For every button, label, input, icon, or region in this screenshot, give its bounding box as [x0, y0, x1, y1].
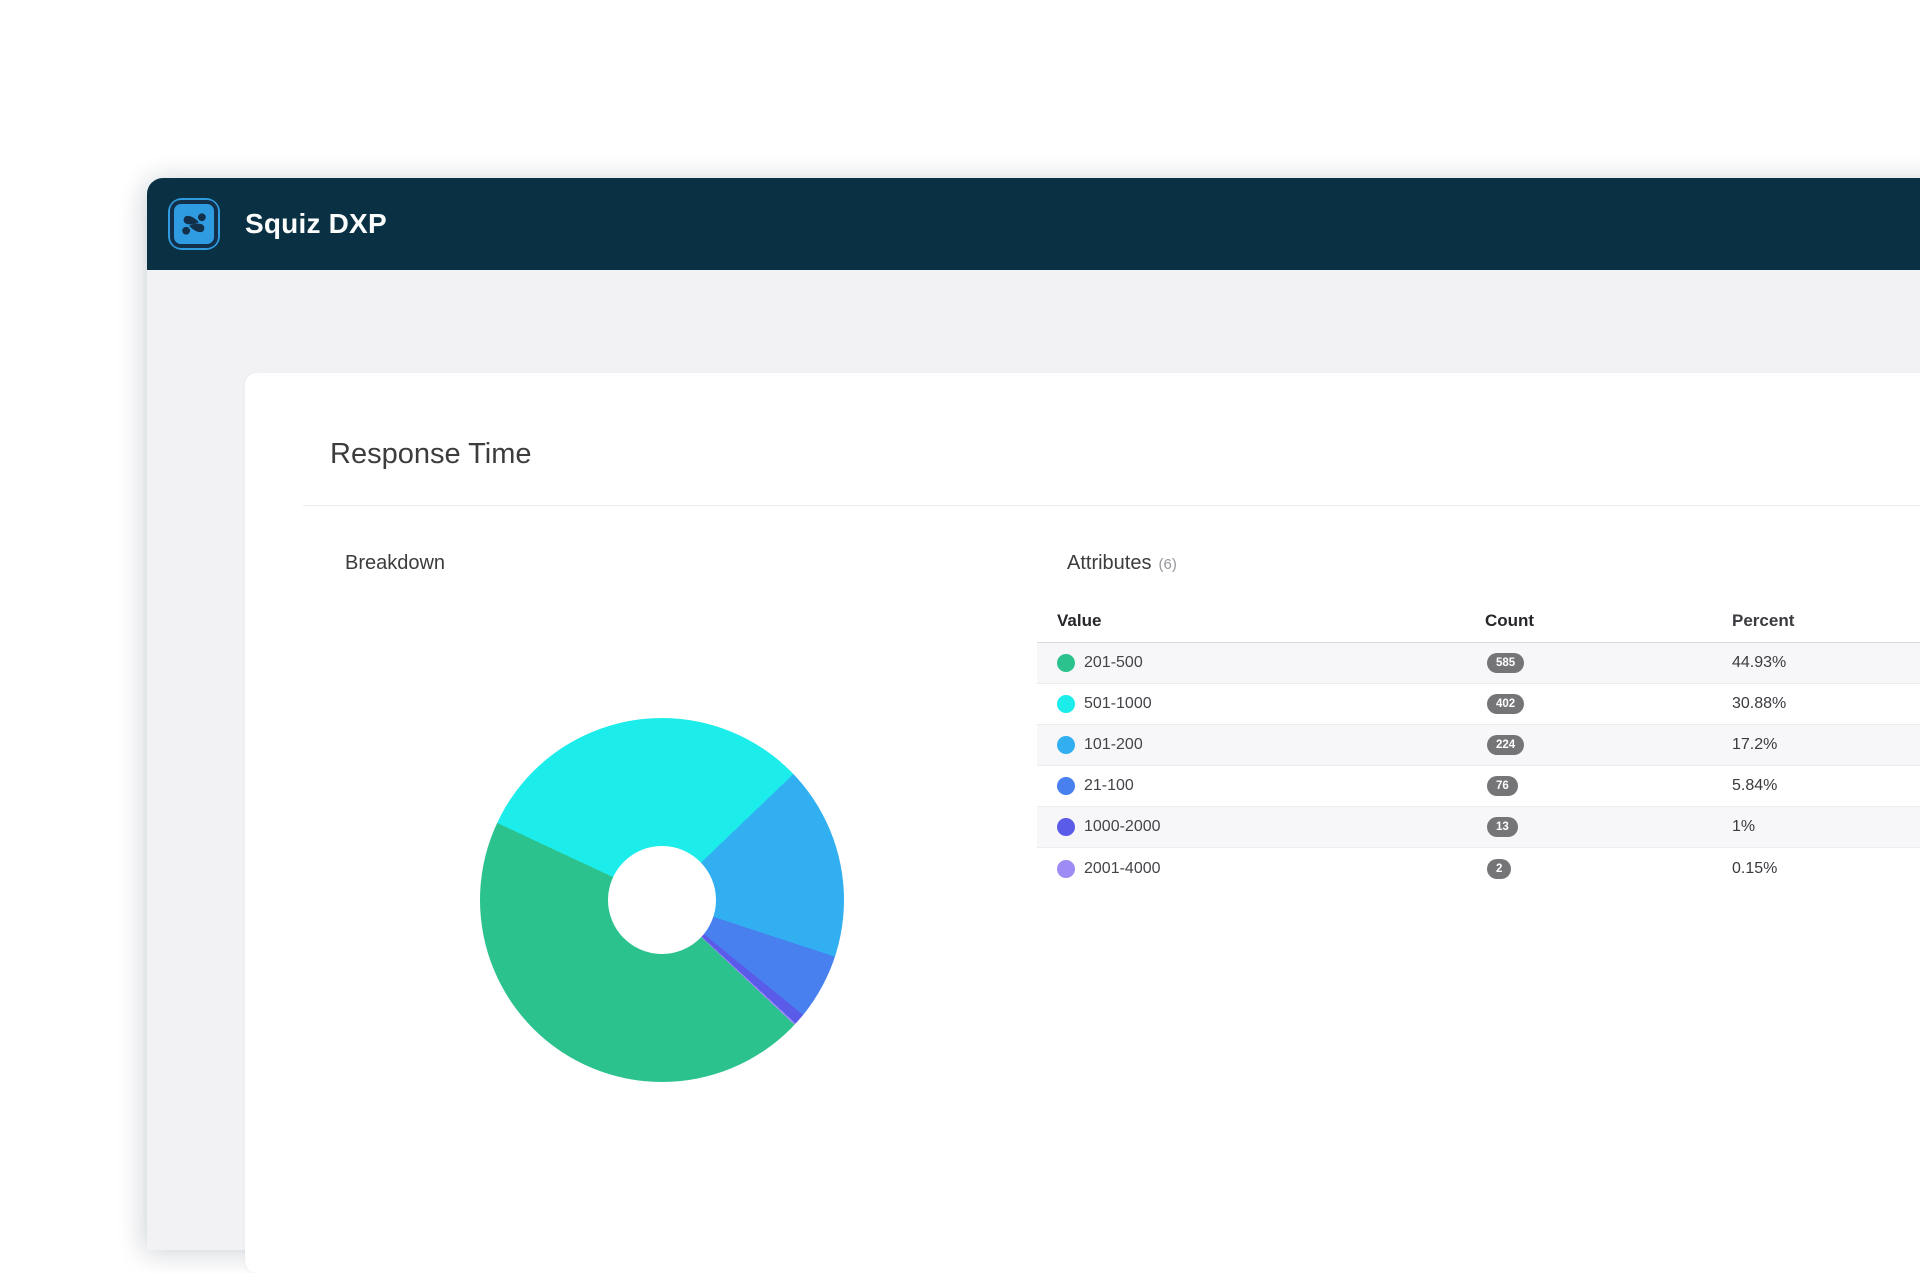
table-body: 201-500 585 44.93% 501-1000 402 30.88% 1… [1037, 643, 1920, 889]
percent-cell: 0.15% [1732, 859, 1778, 877]
attributes-table: Value Count Percent 201-500 585 44.93% 5… [1037, 600, 1920, 889]
breakdown-section-label: Breakdown [345, 551, 445, 575]
squiz-logo-icon [182, 213, 206, 235]
series-color-dot [1057, 654, 1075, 672]
value-cell: 21-100 [1037, 777, 1485, 795]
squiz-logo [168, 198, 220, 250]
donut-hole [608, 846, 716, 954]
count-cell: 76 [1485, 776, 1732, 796]
value-label: 101-200 [1084, 736, 1143, 753]
value-label: 2001-4000 [1084, 859, 1161, 877]
attributes-section-label: Attributes (6) [1067, 551, 1177, 577]
count-badge: 76 [1487, 776, 1518, 796]
value-label: 201-500 [1084, 654, 1143, 671]
page-title: Response Time [330, 438, 532, 470]
table-row: 2001-4000 2 0.15% [1037, 848, 1920, 889]
percent-cell: 5.84% [1732, 777, 1778, 794]
count-badge: 402 [1487, 694, 1525, 714]
value-cell: 101-200 [1037, 736, 1485, 754]
value-cell: 501-1000 [1037, 695, 1485, 713]
value-cell: 201-500 [1037, 654, 1485, 672]
count-badge: 585 [1487, 653, 1525, 673]
app-window: Squiz DXP Response Time Breakdown Attrib… [147, 178, 1920, 1273]
attributes-label-text: Attributes [1067, 552, 1152, 574]
count-cell: 13 [1485, 817, 1732, 837]
series-color-dot [1057, 777, 1075, 795]
value-label: 501-1000 [1084, 695, 1152, 712]
count-badge: 13 [1487, 817, 1518, 837]
series-color-dot [1057, 859, 1075, 878]
column-header-value: Value [1057, 611, 1102, 630]
percent-cell: 30.88% [1732, 695, 1787, 712]
count-cell: 585 [1485, 653, 1732, 673]
table-row: 1000-2000 13 1% [1037, 807, 1920, 848]
value-label: 21-100 [1084, 777, 1134, 794]
percent-cell: 1% [1732, 818, 1756, 835]
table-row: 501-1000 402 30.88% [1037, 684, 1920, 725]
table-row: 101-200 224 17.2% [1037, 725, 1920, 766]
count-badge: 2 [1487, 858, 1512, 879]
table-header-row: Value Count Percent [1037, 600, 1920, 643]
series-color-dot [1057, 736, 1075, 754]
count-badge: 224 [1487, 735, 1525, 755]
value-cell: 2001-4000 [1037, 859, 1485, 878]
count-cell: 402 [1485, 694, 1732, 714]
app-header: Squiz DXP [147, 178, 1920, 270]
series-color-dot [1057, 818, 1075, 836]
table-row: 21-100 76 5.84% [1037, 766, 1920, 807]
column-header-percent: Percent [1732, 611, 1795, 630]
attributes-count-badge: (6) [1158, 556, 1177, 573]
value-cell: 1000-2000 [1037, 818, 1485, 836]
series-color-dot [1057, 695, 1075, 713]
response-time-card: Response Time Breakdown Attributes (6) Va… [245, 373, 1920, 1273]
breakdown-label-text: Breakdown [345, 552, 446, 574]
response-time-donut-chart[interactable] [480, 718, 844, 1082]
count-cell: 2 [1485, 858, 1732, 879]
column-header-count: Count [1485, 611, 1535, 630]
count-cell: 224 [1485, 735, 1732, 755]
table-row: 201-500 585 44.93% [1037, 643, 1920, 684]
percent-cell: 44.93% [1732, 654, 1787, 671]
title-divider [303, 505, 1920, 506]
brand-title: Squiz DXP [245, 208, 387, 239]
value-label: 1000-2000 [1084, 818, 1161, 835]
percent-cell: 17.2% [1732, 736, 1778, 753]
